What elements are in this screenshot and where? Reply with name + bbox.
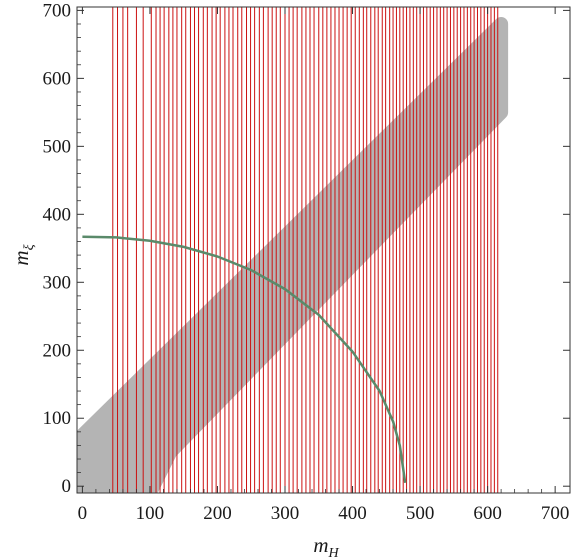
- band-polygon: [77, 16, 509, 493]
- x-tick-label: 700: [541, 503, 570, 524]
- x-tick-label: 300: [271, 503, 300, 524]
- y-tick-label: 600: [43, 68, 72, 89]
- curve-line: [82, 235, 407, 483]
- vertical-red-lines: [112, 7, 499, 493]
- gray-band-region: [77, 16, 509, 493]
- green-curve: [82, 235, 407, 483]
- plot-frame: [76, 6, 571, 494]
- x-tick-label: 400: [338, 503, 367, 524]
- y-tick-label: 500: [43, 136, 72, 157]
- x-axis-title: mH: [313, 533, 339, 560]
- x-tick-label: 600: [473, 503, 502, 524]
- x-tick-label: 200: [203, 503, 232, 524]
- x-tick-labels: 0 100 200 300 400 500 600 700: [78, 503, 570, 524]
- x-tick-label: 100: [136, 503, 165, 524]
- y-tick-label: 400: [43, 204, 72, 225]
- y-tick-label: 700: [43, 0, 72, 21]
- axis-ticks: [77, 7, 570, 493]
- y-tick-label: 300: [43, 272, 72, 293]
- y-tick-label: 0: [62, 476, 72, 497]
- x-tick-label: 500: [406, 503, 435, 524]
- y-tick-label: 200: [43, 340, 72, 361]
- x-tick-label: 0: [78, 503, 88, 524]
- y-tick-label: 100: [43, 408, 72, 429]
- y-axis-title: mξ: [9, 244, 37, 265]
- y-tick-labels: 0 100 200 300 400 500 600 700: [43, 0, 72, 497]
